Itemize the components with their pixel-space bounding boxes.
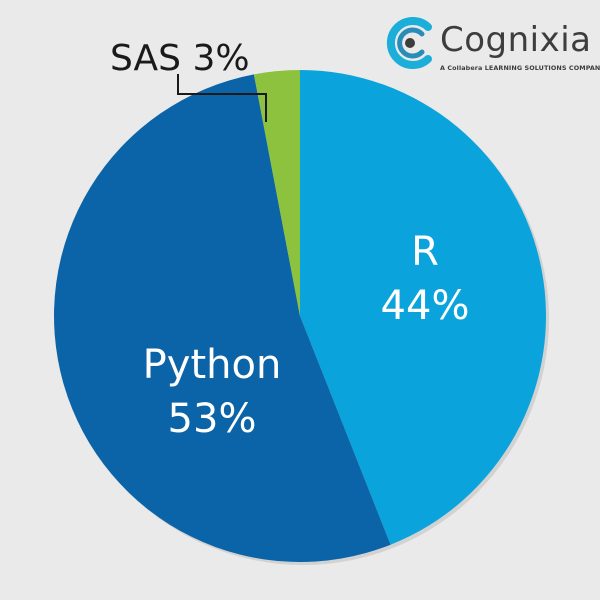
callout-label-sas: SAS 3% <box>110 38 250 79</box>
callout-leader-sas <box>177 74 267 122</box>
pie-slice-r <box>300 70 546 545</box>
pie-slice-python <box>53 74 391 563</box>
logo-tagline: A Collabera LEARNING SOLUTIONS COMPANY <box>440 64 600 72</box>
slice-label-python: Python 53% <box>143 342 282 442</box>
slice-value-r: 44% <box>381 283 470 329</box>
slice-name-python: Python <box>143 342 282 388</box>
slice-name-r: R <box>411 229 439 275</box>
slice-value-python: 53% <box>168 396 257 442</box>
logo-name: Cognixia <box>440 20 592 60</box>
pie-callouts: SAS 3% <box>110 38 267 122</box>
cognixia-logo-mark-icon <box>386 17 432 69</box>
pie-slices <box>53 70 546 563</box>
pie-slice-sas <box>253 70 300 316</box>
cognixia-logo: Cognixia A Collabera LEARNING SOLUTIONS … <box>382 14 600 76</box>
pie-labels: R 44% Python 53% <box>143 229 470 442</box>
slice-label-r: R 44% <box>381 229 470 329</box>
